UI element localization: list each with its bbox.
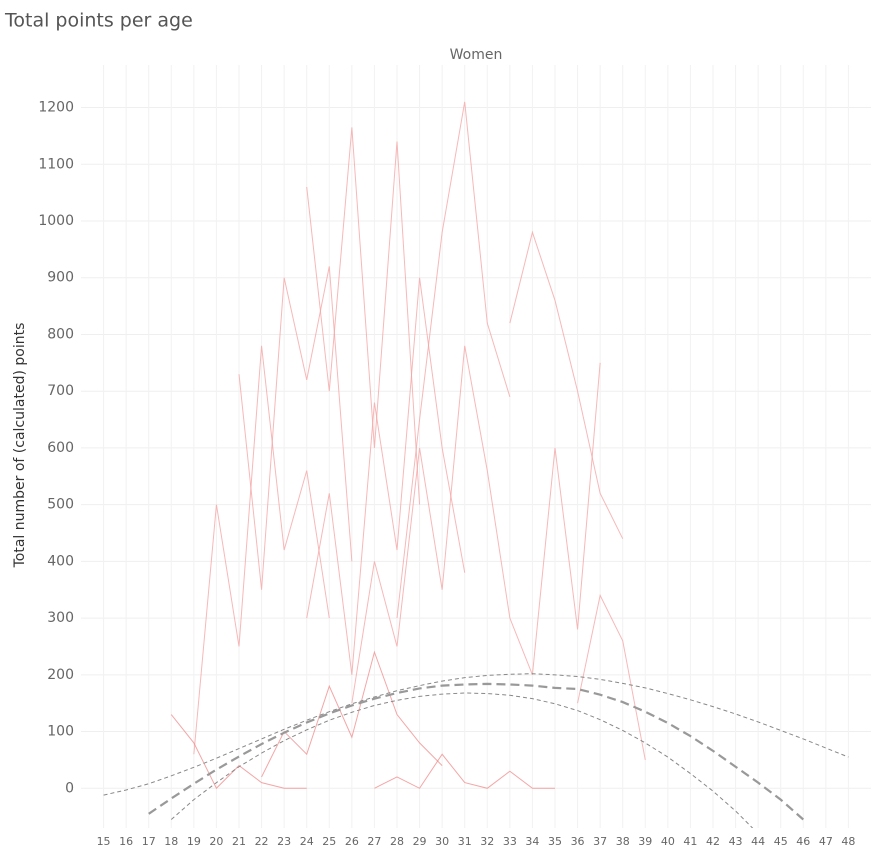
y-axis-label: Total number of (calculated) points	[12, 323, 28, 569]
y-tick-label: 800	[47, 326, 74, 342]
trend-line	[103, 673, 849, 796]
y-tick-label: 1000	[38, 213, 74, 229]
x-tick-label: 30	[435, 835, 449, 848]
y-tick-label: 1100	[38, 156, 74, 172]
x-tick-label: 31	[458, 835, 472, 848]
x-tick-label: 45	[774, 835, 788, 848]
x-tick-label: 37	[593, 835, 607, 848]
grid	[81, 65, 871, 828]
x-tick-label: 32	[480, 835, 494, 848]
x-tick-label: 40	[661, 835, 675, 848]
y-tick-label: 400	[47, 553, 74, 569]
x-tick-label: 33	[503, 835, 517, 848]
facet-header: Women	[450, 47, 503, 63]
y-tick-label: 700	[47, 383, 74, 399]
x-tick-label: 41	[683, 835, 697, 848]
series-line	[509, 362, 601, 676]
x-tick-label: 22	[255, 835, 269, 848]
x-tick-label: 27	[367, 835, 381, 848]
series-line	[261, 650, 443, 778]
trend-line	[170, 692, 754, 828]
y-tick-label: 1200	[38, 100, 74, 116]
y-tick-label: 100	[47, 724, 74, 740]
x-tick-label: 34	[525, 835, 539, 848]
x-tick-label: 38	[616, 835, 630, 848]
x-tick-label: 25	[322, 835, 336, 848]
x-tick-label: 18	[164, 835, 178, 848]
y-tick-label: 500	[47, 497, 74, 513]
x-tick-label: 43	[729, 835, 743, 848]
series-line	[577, 593, 646, 761]
x-tick-label: 47	[819, 835, 833, 848]
trend-line	[148, 682, 805, 821]
chart-title: Total points per age	[4, 10, 193, 32]
y-tick-label: 900	[47, 270, 74, 286]
x-tick-label: 26	[345, 835, 359, 848]
x-tick-label: 16	[119, 835, 133, 848]
x-tick-label: 20	[209, 835, 223, 848]
x-tick-label: 19	[187, 835, 201, 848]
series-line	[351, 345, 511, 704]
x-tick-label: 21	[232, 835, 246, 848]
series-line	[306, 277, 466, 675]
x-tick-label: 42	[706, 835, 720, 848]
x-tick-label: 39	[638, 835, 652, 848]
x-tick-label: 15	[97, 835, 111, 848]
y-tick-label: 200	[47, 667, 74, 683]
series-line	[193, 345, 330, 755]
x-tick-label: 24	[300, 835, 314, 848]
series-line	[170, 714, 307, 790]
x-tick-label: 28	[390, 835, 404, 848]
x-tick-label: 23	[277, 835, 291, 848]
series-line	[374, 753, 555, 789]
x-tick-label: 48	[841, 835, 855, 848]
x-tick-label: 29	[413, 835, 427, 848]
series-line	[509, 230, 624, 539]
x-tick-label: 35	[548, 835, 562, 848]
x-tick-label: 17	[142, 835, 156, 848]
y-tick-label: 0	[65, 780, 74, 796]
series-line	[238, 266, 353, 590]
plot-area	[103, 101, 849, 828]
x-tick-label: 46	[796, 835, 810, 848]
y-tick-label: 600	[47, 440, 74, 456]
series-line	[306, 127, 421, 505]
x-tick-label: 36	[571, 835, 585, 848]
x-tick-label: 44	[751, 835, 765, 848]
series-line	[396, 101, 511, 619]
y-tick-label: 300	[47, 610, 74, 626]
